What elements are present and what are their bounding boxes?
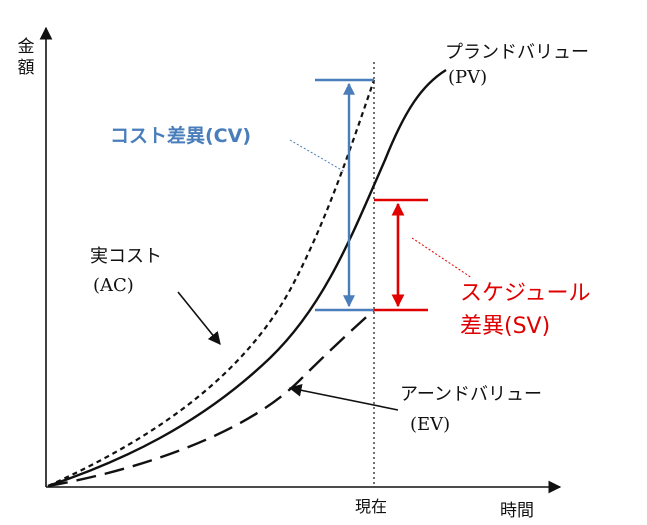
ev-pointer-arrow [288,384,399,411]
pv-curve [47,68,447,488]
now-label: 現在 [355,497,387,516]
sv-label-1: スケジュール [460,281,590,306]
ev-curve [47,309,375,488]
sv-label-2: 差異(SV) [460,314,550,339]
ev-abbr: (EV) [410,414,450,435]
ac-pointer-arrow [177,291,221,345]
ac-label: 実コスト [90,246,162,267]
pv-label: プランドバリュー [445,42,589,63]
sv-leader [411,237,473,279]
x-axis-label: 時間 [500,501,534,521]
pv-abbr: (PV) [448,67,487,88]
y-axis-label-1: 金 [18,37,35,57]
ev-label: アーンドバリュー [400,384,542,405]
y-axis-label-2: 額 [18,58,35,78]
cv-label: コスト差異(CV) [110,124,251,147]
ac-abbr: (AC) [93,275,134,296]
ac-curve [47,79,376,488]
cv-leader [289,139,346,173]
